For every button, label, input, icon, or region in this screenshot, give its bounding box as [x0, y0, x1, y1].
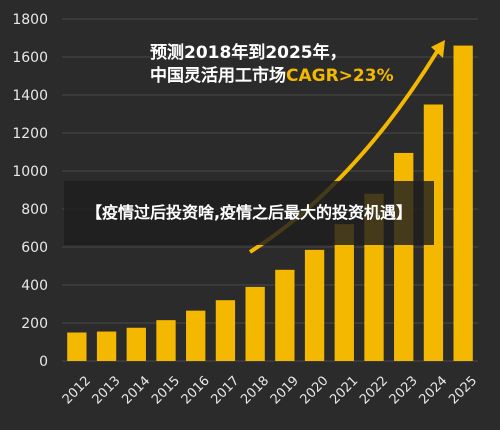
y-tick-label: 800: [21, 202, 48, 218]
annotation-highlight: CAGR>23%: [286, 66, 394, 86]
bar-2021: [334, 224, 354, 361]
bar-2013: [96, 331, 117, 361]
x-tick-label: 2016: [179, 373, 213, 407]
x-tick-label: 2023: [387, 373, 421, 407]
chart-title: 【疫情过后投资啥,疫情之后最大的投资机遇】: [85, 203, 413, 222]
x-axis-ticks: 2012201320142015201620172018201920202021…: [60, 373, 480, 407]
x-tick-label: 2012: [60, 373, 94, 407]
x-tick-label: 2018: [238, 373, 272, 407]
y-tick-label: 1000: [12, 164, 48, 180]
title-overlay: 【疫情过后投资啥,疫情之后最大的投资机遇】: [64, 181, 434, 245]
y-axis-ticks: 0 200 400 600 800 1000 1200 1400 1600 1800: [12, 12, 48, 370]
bar-2012: [67, 332, 87, 361]
bar-2020: [304, 249, 325, 361]
y-tick-label: 1600: [12, 50, 48, 66]
annotation-line-2: 中国灵活用工市场CAGR>23%: [150, 65, 394, 86]
annotation-line-1: 预测2018年到2025年，: [150, 42, 347, 63]
bar-2025: [453, 45, 473, 361]
y-tick-label: 1400: [12, 88, 48, 104]
bar-2017: [215, 300, 236, 361]
bars: [67, 45, 473, 361]
x-tick-label: 2019: [268, 373, 302, 407]
x-tick-label: 2022: [357, 373, 391, 407]
bar-2014: [126, 327, 146, 361]
x-tick-label: 2020: [298, 373, 332, 407]
bar-2016: [186, 310, 206, 361]
x-tick-label: 2015: [149, 373, 183, 407]
annotation-line-2-prefix: 中国灵活用工市场: [150, 65, 286, 86]
trend-arrow-head: [431, 40, 445, 58]
y-tick-label: 1800: [12, 12, 48, 28]
bar-2018: [245, 286, 265, 361]
y-tick-label: 600: [21, 240, 48, 256]
bar-2019: [275, 269, 295, 361]
x-tick-label: 2025: [446, 373, 480, 407]
x-tick-label: 2017: [208, 373, 242, 407]
x-tick-label: 2024: [416, 373, 450, 407]
bar-2015: [156, 320, 176, 361]
x-tick-label: 2014: [119, 373, 153, 407]
y-tick-label: 0: [39, 354, 48, 370]
x-tick-label: 2021: [327, 373, 361, 407]
y-tick-label: 200: [21, 316, 48, 332]
y-tick-label: 1200: [12, 126, 48, 142]
x-tick-label: 2013: [90, 373, 124, 407]
y-tick-label: 400: [21, 278, 48, 294]
